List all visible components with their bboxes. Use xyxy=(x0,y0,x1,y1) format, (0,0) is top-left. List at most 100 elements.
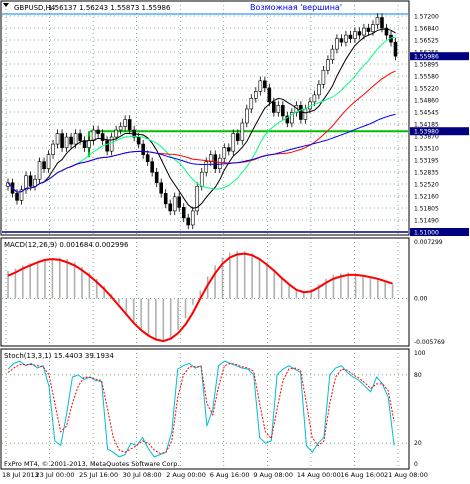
symbol-label: GBPUSD,H4 xyxy=(14,4,56,12)
candle-body xyxy=(19,189,24,201)
candle-body xyxy=(258,80,263,92)
copyright: FxPro MT4, © 2001-2013, MetaQuotes Softw… xyxy=(4,460,179,468)
candle-body xyxy=(87,140,91,148)
ohlc-label: 1.56137 1.56243 1.55873 1.55986 xyxy=(48,4,171,12)
price-tick-label: 1.51490 xyxy=(414,218,439,225)
macd-signal-line xyxy=(7,252,393,343)
price-tick-label: 1.55580 xyxy=(414,74,439,81)
candle-body xyxy=(33,178,37,187)
price-tick-label: 1.52160 xyxy=(414,194,439,201)
candle-body xyxy=(317,84,321,96)
candle-body xyxy=(375,17,380,25)
candle-body xyxy=(290,112,294,124)
candle-body xyxy=(339,38,344,43)
price-tick-label: 1.54185 xyxy=(414,122,439,129)
candle-body xyxy=(330,48,335,61)
price-tick-label: 1.56840 xyxy=(414,26,439,33)
stoch-tick-label: 20 xyxy=(414,440,422,447)
stoch-signal-line xyxy=(7,362,395,455)
price-badge-label: 1.53980 xyxy=(414,129,439,136)
candle-body xyxy=(154,171,159,184)
candle-body xyxy=(303,108,308,120)
stoch-tick-label: 0 xyxy=(414,461,418,468)
candle-body xyxy=(28,175,33,187)
candle-body xyxy=(168,203,173,212)
x-tick-label: 21 Aug 08:00 xyxy=(384,471,428,479)
price-tick-label: 1.55220 xyxy=(414,86,439,93)
macd-label: MACD(12,26,9) 0.001684 0.002996 xyxy=(4,241,129,249)
candle-body xyxy=(208,154,213,162)
candle-body xyxy=(267,87,272,103)
candle-body xyxy=(159,182,163,194)
candle-body xyxy=(348,34,353,39)
price-badge xyxy=(410,127,469,136)
stoch-main-line xyxy=(7,360,395,458)
candle-body xyxy=(222,147,227,159)
candle-body xyxy=(326,59,330,71)
stoch-label: Stoch(13,3,1) 15.4403 39.1934 xyxy=(4,352,114,360)
candle-body xyxy=(335,38,339,50)
x-tick-label: 16 Aug 16:00 xyxy=(340,471,384,479)
price-badge xyxy=(410,52,469,61)
price-tick-label: 1.51805 xyxy=(414,206,439,213)
stoch-tick-label: 100 xyxy=(414,350,426,357)
candle-body xyxy=(78,133,82,141)
candle-body xyxy=(393,41,398,57)
candle-body xyxy=(69,136,73,145)
x-tick-label: 30 Jul 08:00 xyxy=(123,471,162,479)
candle-body xyxy=(281,105,285,117)
candle-body xyxy=(240,122,245,141)
annotation-text: Возможная 'вершина' xyxy=(250,3,342,12)
symbol-marker-icon xyxy=(3,3,9,7)
candle-body xyxy=(114,129,118,138)
candle-body xyxy=(55,133,60,145)
candle-body xyxy=(51,143,55,155)
candle-body xyxy=(172,196,177,212)
price-badge-label: 1.55986 xyxy=(414,54,439,61)
price-tick-label: 1.54860 xyxy=(414,98,439,105)
candle-body xyxy=(195,185,200,212)
candle-body xyxy=(46,154,51,170)
x-tick-label: 2 Aug 00:00 xyxy=(166,471,206,479)
candle-body xyxy=(60,133,64,148)
candle-body xyxy=(190,210,195,226)
candle-body xyxy=(136,136,141,145)
candle-body xyxy=(231,133,236,152)
candle-body xyxy=(226,147,231,152)
candle-body xyxy=(371,24,375,32)
price-layer xyxy=(2,13,408,233)
ma-black-line xyxy=(7,28,396,209)
candle-body xyxy=(141,143,145,155)
candle-body xyxy=(73,133,78,145)
candle-body xyxy=(235,133,240,141)
stoch-layer xyxy=(7,360,395,458)
candle-body xyxy=(249,98,254,110)
candle-body xyxy=(105,140,109,152)
candle-body xyxy=(150,161,154,173)
x-tick-label: 6 Aug 16:00 xyxy=(210,471,250,479)
candle-body xyxy=(163,193,168,205)
x-tick-label: 14 Aug 00:00 xyxy=(297,471,341,479)
macd-panel xyxy=(0,237,410,347)
candle-body xyxy=(384,27,389,36)
stoch-panel xyxy=(0,348,410,470)
candle-body xyxy=(312,94,317,103)
price-tick-label: 1.55895 xyxy=(414,62,439,69)
candle-body xyxy=(362,27,366,36)
candle-body xyxy=(245,108,249,124)
candle-body xyxy=(272,101,276,113)
candle-body xyxy=(366,27,371,32)
candle-body xyxy=(285,115,290,124)
price-tick-label: 1.53195 xyxy=(414,158,439,165)
price-tick-label: 1.52520 xyxy=(414,182,439,189)
grid xyxy=(2,1,408,469)
ma-blue-line xyxy=(7,113,396,193)
x-tick-label: 23 Jul 00:00 xyxy=(36,471,75,479)
price-tick-label: 1.53870 xyxy=(414,134,439,141)
candle-body xyxy=(145,154,150,162)
candle-body xyxy=(24,175,28,191)
candle-body xyxy=(254,91,258,99)
candle-body xyxy=(15,193,19,201)
